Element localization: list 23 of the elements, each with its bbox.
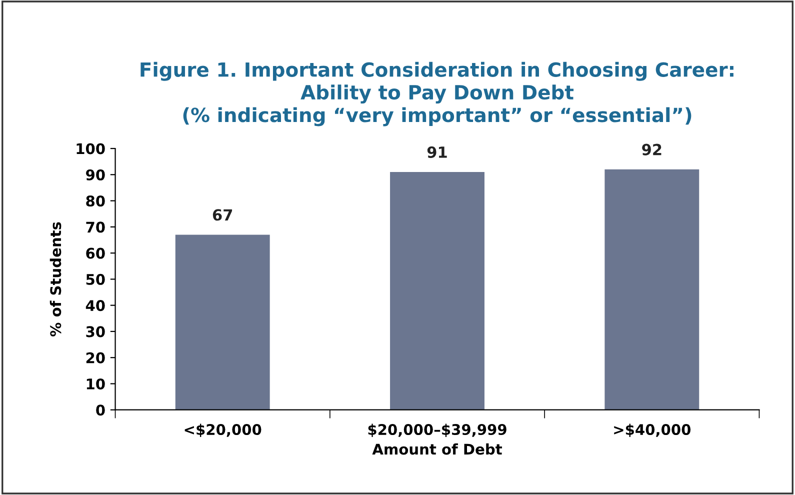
y-axis-title: % of Students	[50, 222, 62, 336]
chart-title: Figure 1. Important Consideration in Choosing Career: Ability to Pay Down Debt (% indicating “very important” or “essential”)	[140, 62, 734, 126]
y-tick-label: 70	[86, 222, 105, 233]
y-tick-label: 20	[86, 352, 105, 364]
bar	[390, 172, 484, 410]
bar	[604, 169, 700, 410]
y-tick-label: 10	[86, 378, 105, 390]
y-tick-label: 40	[86, 300, 105, 312]
bar	[175, 234, 270, 410]
y-tick-label: 100	[76, 143, 105, 154]
y-tick-label: 80	[86, 195, 105, 207]
data-label: 92	[642, 144, 662, 156]
x-tick-label: $20,000–$39,999	[368, 424, 506, 437]
x-axis-title: Amount of Debt	[372, 443, 502, 455]
x-tick-label: <$20,000	[184, 424, 262, 437]
y-tick-label: 50	[86, 274, 105, 285]
data-label: 67	[212, 209, 232, 221]
y-tick-label: 60	[86, 248, 105, 259]
y-tick-label: 0	[96, 404, 105, 416]
y-tick-label: 90	[86, 169, 105, 180]
x-tick-label: >$40,000	[614, 424, 691, 437]
y-tick-label: 30	[86, 326, 105, 338]
data-label: 91	[427, 146, 447, 158]
